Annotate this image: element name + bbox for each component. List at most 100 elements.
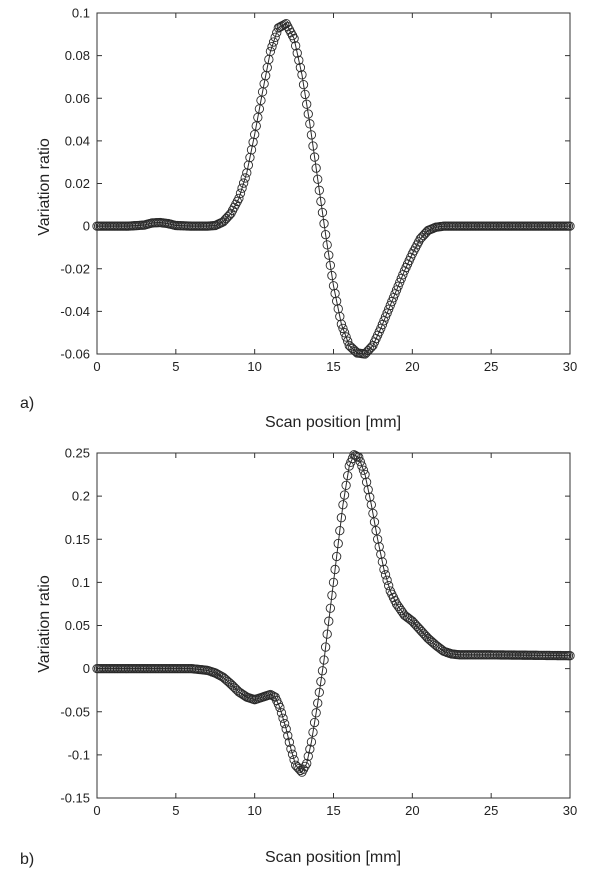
data-point-a <box>319 218 329 229</box>
data-point-a <box>240 173 250 183</box>
data-point-a <box>300 89 310 100</box>
data-point-b <box>420 630 430 640</box>
data-point-b <box>300 761 310 772</box>
data-point-a <box>417 232 427 242</box>
data-point-a <box>365 344 375 354</box>
data-point-a <box>418 230 429 241</box>
data-point-a <box>303 109 313 119</box>
data-point-a <box>360 349 370 359</box>
data-point-a <box>565 221 575 231</box>
data-point-b <box>360 469 370 480</box>
data-point-a <box>311 163 321 173</box>
data-point-b <box>365 492 375 502</box>
data-point-b <box>324 616 334 626</box>
data-point-b <box>279 718 290 729</box>
x-tick-label-a: 5 <box>172 359 179 374</box>
data-point-a <box>338 323 348 334</box>
data-point-a <box>237 183 247 193</box>
data-point-b <box>291 760 301 770</box>
series-line-a <box>97 22 570 355</box>
y-tick-label-a: -0.02 <box>60 261 90 276</box>
data-point-b <box>328 577 339 588</box>
plot-frame-a <box>96 12 571 355</box>
data-point-a <box>415 234 425 244</box>
data-point-b <box>406 615 416 625</box>
data-point-a <box>238 178 249 188</box>
data-point-a <box>322 240 332 250</box>
y-tick-label-a: 0.1 <box>72 6 90 21</box>
y-tick-label-a: 0 <box>83 219 90 234</box>
data-point-b <box>325 603 335 613</box>
data-point-a <box>302 99 312 109</box>
data-point-a <box>324 250 334 260</box>
x-tick-label-a: 0 <box>93 359 100 374</box>
y-tick-label-a: -0.06 <box>60 347 90 362</box>
y-axis-label-b: Variation ratio <box>36 575 53 673</box>
data-point-b <box>302 758 312 769</box>
data-point-b <box>297 767 307 777</box>
data-point-b <box>331 551 342 562</box>
data-point-a <box>313 174 323 184</box>
data-point-b <box>316 676 326 687</box>
data-point-b <box>354 452 364 462</box>
x-tick-label-b: 5 <box>172 803 179 818</box>
data-point-b <box>358 465 369 475</box>
data-point-b <box>565 651 575 661</box>
data-point-b <box>330 564 340 575</box>
data-point-b <box>380 570 391 580</box>
chart-panel-b: b) Scan position [mm] Variation ratio 0 5… <box>20 446 577 869</box>
y-tick-label-b: -0.05 <box>60 704 90 719</box>
data-point-b <box>410 619 421 630</box>
data-point-b <box>311 708 321 718</box>
data-point-a <box>272 27 282 38</box>
data-point-a <box>242 168 252 178</box>
data-point-b <box>357 461 367 471</box>
data-point-a <box>268 37 279 47</box>
y-tick-label-b: -0.15 <box>60 791 90 806</box>
y-tick-label-a: 0.06 <box>65 91 90 106</box>
data-point-b <box>368 508 378 519</box>
data-point-a <box>343 336 353 346</box>
data-point-b <box>371 525 381 536</box>
y-tick-label-b: -0.1 <box>68 747 90 762</box>
x-tick-label-a: 15 <box>326 359 340 374</box>
data-point-a <box>220 215 230 225</box>
data-point-a <box>229 202 239 213</box>
x-tick-label-b: 25 <box>484 803 498 818</box>
data-point-b <box>327 590 337 600</box>
data-point-b <box>309 717 320 728</box>
data-point-b <box>338 500 348 510</box>
data-point-a <box>232 196 242 207</box>
data-point-b <box>339 490 350 500</box>
y-tick-label-b: 0.2 <box>72 489 90 504</box>
data-point-a <box>366 342 376 352</box>
data-point-b <box>216 671 227 682</box>
data-point-a <box>330 288 340 299</box>
data-point-b <box>286 744 296 754</box>
data-point-b <box>366 500 376 510</box>
data-point-b <box>418 628 429 638</box>
data-point-a <box>328 281 339 291</box>
x-tick-label-b: 20 <box>405 803 419 818</box>
plot-frame-b <box>96 452 571 799</box>
data-point-a <box>286 27 296 38</box>
data-point-a <box>333 304 343 314</box>
data-point-b <box>281 724 291 734</box>
series-markers-a <box>92 19 575 359</box>
data-point-a <box>234 193 244 204</box>
series-line-b <box>97 454 571 773</box>
data-point-a <box>407 249 417 259</box>
data-point-b <box>372 534 383 544</box>
data-point-b <box>379 564 389 575</box>
data-point-a <box>320 229 331 240</box>
data-point-a <box>335 311 345 322</box>
data-point-b <box>287 749 298 759</box>
data-point-b <box>343 470 353 481</box>
data-point-a <box>306 130 317 140</box>
y-tick-label-b: 0.05 <box>65 618 90 633</box>
data-point-a <box>243 160 254 170</box>
data-point-b <box>275 702 285 713</box>
data-point-a <box>361 347 372 357</box>
data-point-b <box>226 679 236 689</box>
data-point-a <box>221 213 231 224</box>
